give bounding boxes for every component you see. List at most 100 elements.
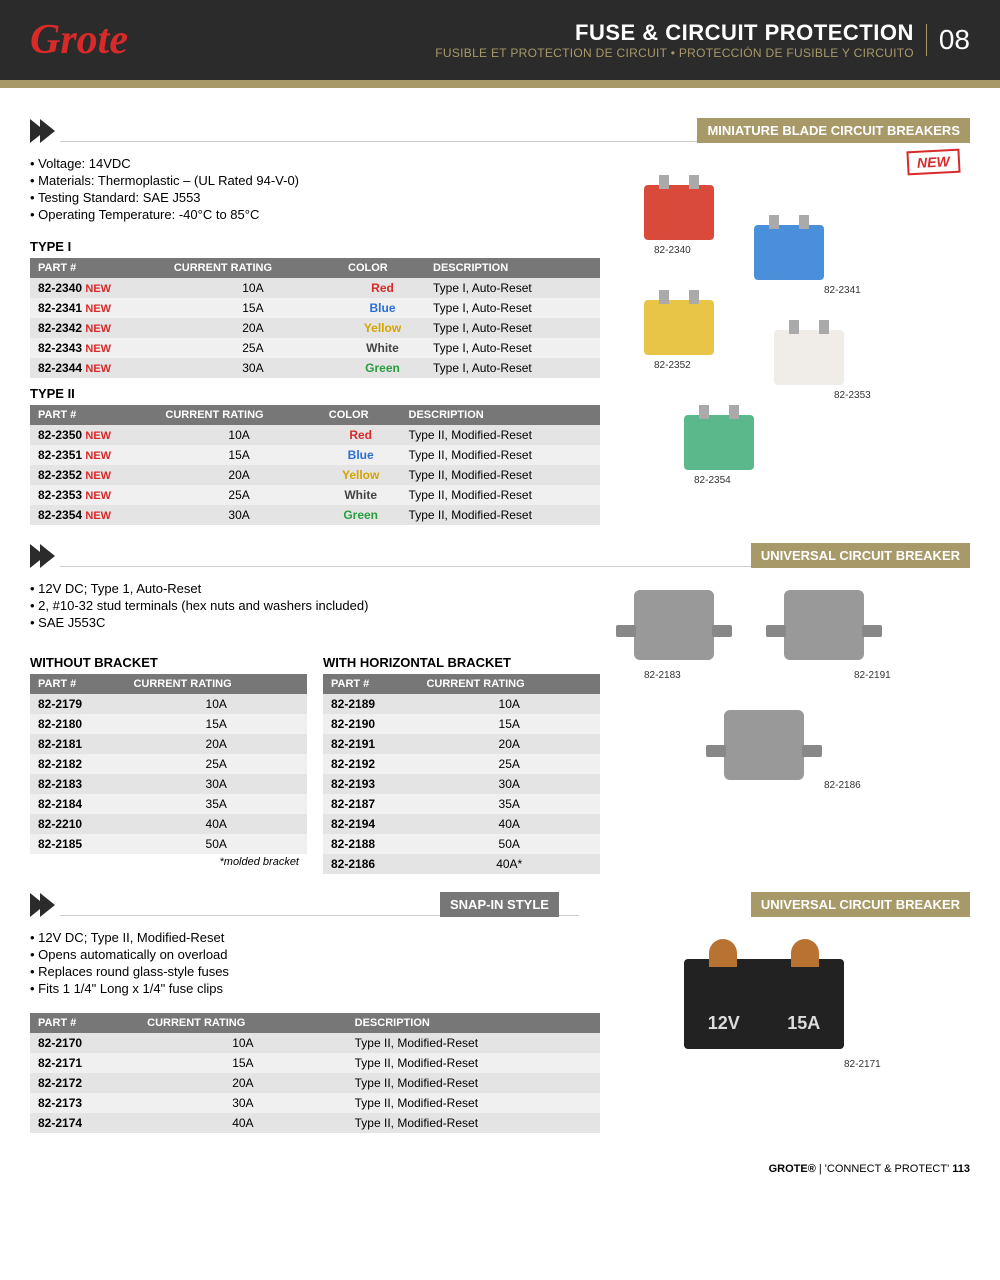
bullet-item: 12V DC; Type II, Modified-Reset bbox=[30, 929, 600, 946]
table-row: 82-219330A bbox=[323, 774, 600, 794]
new-badge: NEW bbox=[907, 149, 961, 176]
ucb-icon bbox=[724, 710, 804, 780]
bullet-item: Opens automatically on overload bbox=[30, 946, 600, 963]
snap-voltage: 12V bbox=[708, 1013, 740, 1034]
table-row: 82-218435A bbox=[30, 794, 307, 814]
table-row: 82-2341 NEW15ABlueType I, Auto-Reset bbox=[30, 298, 600, 318]
breaker-blue-icon bbox=[754, 225, 824, 280]
table-header-cell: DESCRIPTION bbox=[347, 1013, 600, 1033]
table-title-without-bracket: WITHOUT BRACKET bbox=[30, 655, 307, 670]
table-header-cell: CURRENT RATING bbox=[125, 674, 307, 694]
footer-tag: 'CONNECT & PROTECT' bbox=[825, 1163, 949, 1175]
table-row: 82-218910A bbox=[323, 694, 600, 714]
table-row: 82-217115AType II, Modified-Reset bbox=[30, 1053, 600, 1073]
bullet-item: Materials: Thermoplastic – (UL Rated 94-… bbox=[30, 172, 600, 189]
table-row: 82-218015A bbox=[30, 714, 307, 734]
table-row: 82-221040A bbox=[30, 814, 307, 834]
table-header-cell: CURRENT RATING bbox=[418, 674, 600, 694]
bullet-item: SAE J553C bbox=[30, 614, 600, 631]
table-row: 82-218330A bbox=[30, 774, 307, 794]
table-row: 82-2354 NEW30AGreenType II, Modified-Res… bbox=[30, 505, 600, 525]
table-row: 82-217220AType II, Modified-Reset bbox=[30, 1073, 600, 1093]
ucb-icon bbox=[784, 590, 864, 660]
table-row: 82-219225A bbox=[323, 754, 600, 774]
table-row: 82-2343 NEW25AWhiteType I, Auto-Reset bbox=[30, 338, 600, 358]
img-label: 82-2352 bbox=[654, 360, 691, 371]
page-number: 113 bbox=[952, 1163, 970, 1175]
table-header-cell: PART # bbox=[323, 674, 418, 694]
table-note: *molded bracket bbox=[30, 854, 307, 870]
spec-bullets-3: 12V DC; Type II, Modified-ResetOpens aut… bbox=[30, 929, 600, 997]
bullet-item: Fits 1 1/4" Long x 1/4" fuse clips bbox=[30, 980, 600, 997]
table-row: 82-217440AType II, Modified-Reset bbox=[30, 1113, 600, 1133]
table-title-with-bracket: WITH HORIZONTAL BRACKET bbox=[323, 655, 600, 670]
logo: Grote bbox=[30, 16, 128, 64]
table-row: 82-218640A* bbox=[323, 854, 600, 874]
table-row: 82-217910A bbox=[30, 694, 307, 714]
breaker-green-icon bbox=[684, 415, 754, 470]
table-row: 82-2352 NEW20AYellowType II, Modified-Re… bbox=[30, 465, 600, 485]
table-header-cell: CURRENT RATING bbox=[139, 1013, 347, 1033]
table-header-cell: COLOR bbox=[321, 405, 401, 425]
table-row: 82-2351 NEW15ABlueType II, Modified-Rese… bbox=[30, 445, 600, 465]
section-title-3-left: SNAP-IN STYLE bbox=[440, 892, 559, 917]
table-row: 82-219120A bbox=[323, 734, 600, 754]
img-label: 82-2341 bbox=[824, 285, 861, 296]
breaker-white-icon bbox=[774, 330, 844, 385]
table-row: 82-2350 NEW10ARedType II, Modified-Reset bbox=[30, 425, 600, 445]
breaker-yellow-icon bbox=[644, 300, 714, 355]
table-snapin: PART #CURRENT RATINGDESCRIPTION 82-21701… bbox=[30, 1013, 600, 1133]
spec-bullets-1: Voltage: 14VDCMaterials: Thermoplastic –… bbox=[30, 155, 600, 223]
table-header-cell: PART # bbox=[30, 405, 157, 425]
table-row: 82-217330AType II, Modified-Reset bbox=[30, 1093, 600, 1113]
table-without-bracket: PART #CURRENT RATING 82-217910A82-218015… bbox=[30, 674, 307, 854]
header-subtitle: FUSIBLE ET PROTECTION DE CIRCUIT • PROTE… bbox=[435, 46, 914, 60]
table-header-cell: CURRENT RATING bbox=[157, 405, 320, 425]
bullet-item: Testing Standard: SAE J553 bbox=[30, 189, 600, 206]
header-title: FUSE & CIRCUIT PROTECTION bbox=[435, 20, 914, 46]
table-row: 82-219440A bbox=[323, 814, 600, 834]
table-header-cell: CURRENT RATING bbox=[166, 258, 340, 278]
img-label: 82-2353 bbox=[834, 390, 871, 401]
table-header-cell: PART # bbox=[30, 674, 125, 694]
section-header-3: SNAP-IN STYLE UNIVERSAL CIRCUIT BREAKER bbox=[30, 892, 970, 917]
breaker-red-icon bbox=[644, 185, 714, 240]
snapin-breaker-icon: 12V 15A bbox=[684, 959, 844, 1049]
table-row: 82-217010AType II, Modified-Reset bbox=[30, 1033, 600, 1053]
table-row: 82-2353 NEW25AWhiteType II, Modified-Res… bbox=[30, 485, 600, 505]
table-title-type1: TYPE I bbox=[30, 239, 600, 254]
ucb-icon bbox=[634, 590, 714, 660]
page-header: Grote FUSE & CIRCUIT PROTECTION FUSIBLE … bbox=[0, 0, 1000, 80]
section-header-2: UNIVERSAL CIRCUIT BREAKER bbox=[30, 543, 970, 568]
table-header-cell: DESCRIPTION bbox=[425, 258, 600, 278]
bullet-item: 12V DC; Type 1, Auto-Reset bbox=[30, 580, 600, 597]
table-row: 82-218850A bbox=[323, 834, 600, 854]
bullet-item: Voltage: 14VDC bbox=[30, 155, 600, 172]
img-label: 82-2191 bbox=[854, 670, 891, 681]
table-type2: PART #CURRENT RATINGCOLORDESCRIPTION 82-… bbox=[30, 405, 600, 525]
snap-amps: 15A bbox=[787, 1013, 820, 1034]
table-row: 82-2344 NEW30AGreenType I, Auto-Reset bbox=[30, 358, 600, 378]
footer-sep: | bbox=[816, 1163, 825, 1175]
section-header-1: MINIATURE BLADE CIRCUIT BREAKERS bbox=[30, 118, 970, 143]
table-row: 82-2342 NEW20AYellowType I, Auto-Reset bbox=[30, 318, 600, 338]
table-row: 82-218120A bbox=[30, 734, 307, 754]
img-label: 82-2340 bbox=[654, 245, 691, 256]
section-title-3-right: UNIVERSAL CIRCUIT BREAKER bbox=[751, 892, 970, 917]
img-label: 82-2354 bbox=[694, 475, 731, 486]
bullet-item: 2, #10-32 stud terminals (hex nuts and w… bbox=[30, 597, 600, 614]
table-header-cell: DESCRIPTION bbox=[401, 405, 600, 425]
table-row: 82-218735A bbox=[323, 794, 600, 814]
table-type1: PART #CURRENT RATINGCOLORDESCRIPTION 82-… bbox=[30, 258, 600, 378]
gold-divider bbox=[0, 80, 1000, 88]
table-row: 82-218225A bbox=[30, 754, 307, 774]
table-row: 82-218550A bbox=[30, 834, 307, 854]
table-title-type2: TYPE II bbox=[30, 386, 600, 401]
footer-brand: GROTE® bbox=[769, 1163, 816, 1175]
table-with-bracket: PART #CURRENT RATING 82-218910A82-219015… bbox=[323, 674, 600, 874]
bullet-item: Operating Temperature: -40°C to 85°C bbox=[30, 206, 600, 223]
product-images-3: 12V 15A 82-2171 bbox=[624, 929, 970, 1133]
table-row: 82-219015A bbox=[323, 714, 600, 734]
page-footer: GROTE® | 'CONNECT & PROTECT' 113 bbox=[0, 1143, 1000, 1185]
product-images-2: 82-2183 82-2191 82-2186 bbox=[624, 580, 970, 874]
